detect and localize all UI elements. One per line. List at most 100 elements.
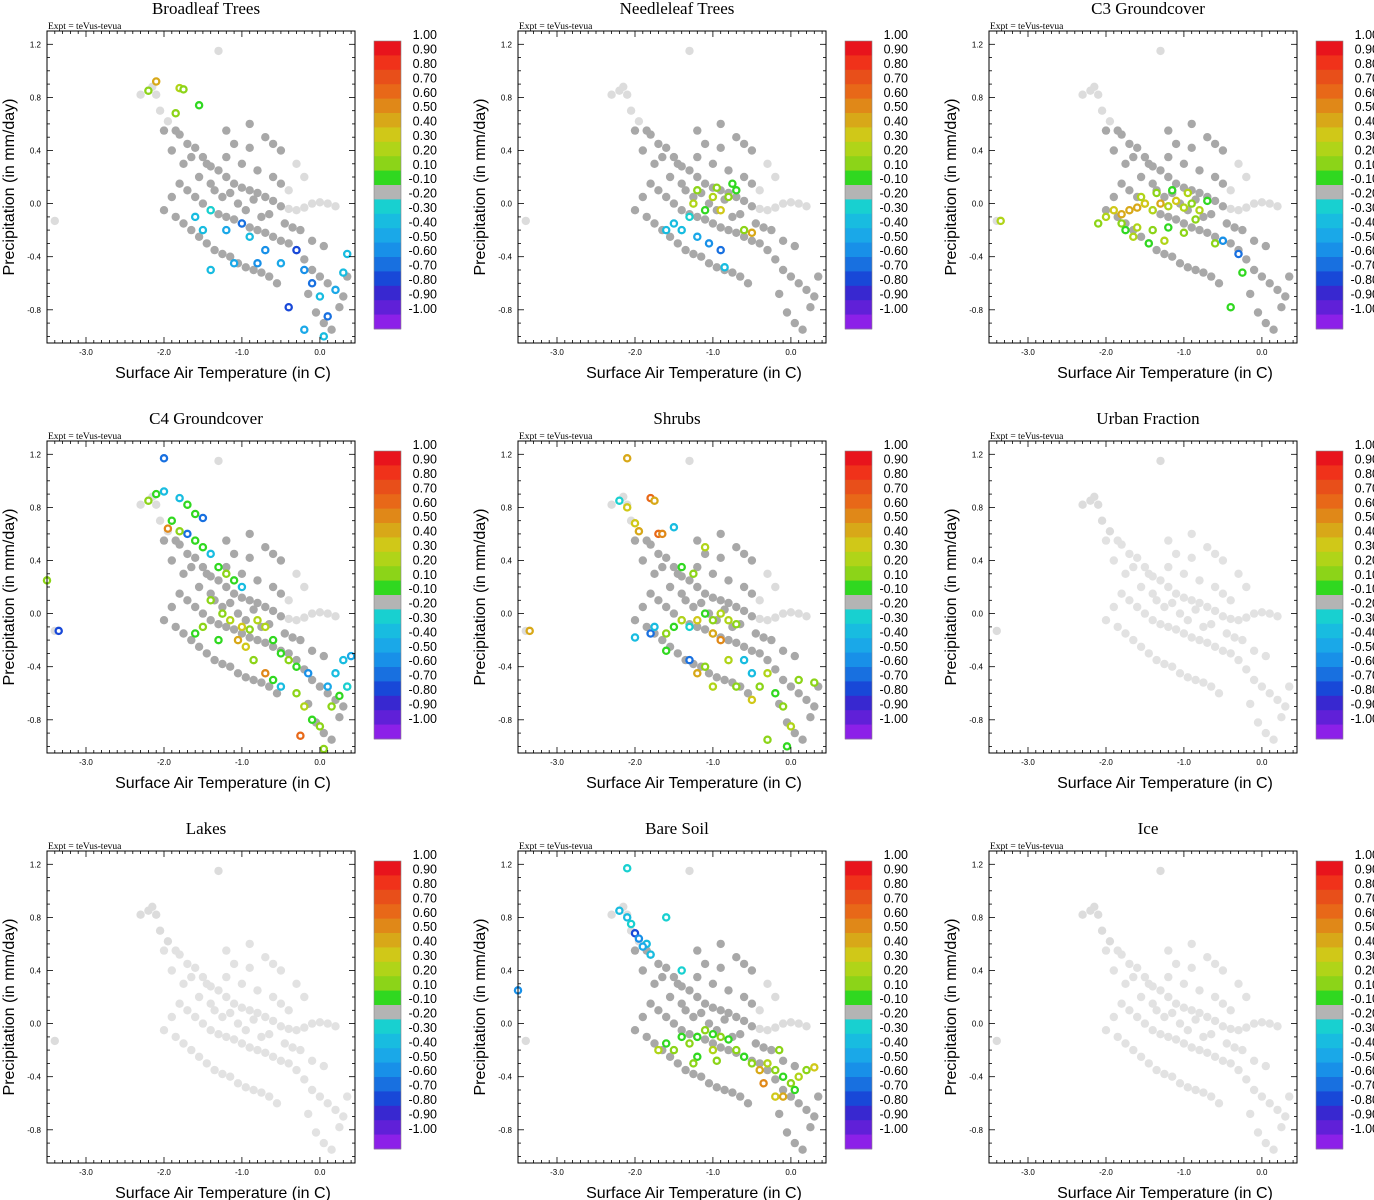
colorbar-label: -0.20 — [1351, 1007, 1374, 1021]
background-point — [662, 192, 671, 202]
background-point — [755, 186, 764, 195]
y-tick-label: 0.8 — [30, 913, 42, 922]
background-point — [191, 1012, 200, 1022]
y-tick-label: 1.2 — [501, 450, 513, 459]
colorbar-label: 0.70 — [1355, 71, 1374, 85]
data-point — [778, 1072, 788, 1081]
background-point — [245, 939, 254, 949]
background-point — [1207, 272, 1216, 281]
colorbar-segment — [845, 228, 872, 243]
colorbar-segment — [845, 551, 872, 567]
background-point — [771, 172, 780, 182]
colorbar-segment — [845, 595, 872, 610]
background-point — [191, 192, 200, 202]
colorbar-label: -0.10 — [1351, 992, 1374, 1006]
data-point — [771, 1065, 780, 1075]
data-point — [650, 496, 659, 505]
background-point — [1179, 569, 1189, 578]
background-point — [747, 1022, 757, 1031]
axis-ticks — [988, 850, 1297, 1163]
background-point — [1109, 556, 1119, 565]
background-point — [755, 1024, 764, 1034]
background-point — [1171, 139, 1181, 149]
background-points — [521, 456, 823, 744]
colorbar-label: 1.00 — [413, 848, 437, 862]
data-point — [747, 695, 757, 705]
data-point — [292, 245, 301, 255]
data-point — [622, 913, 632, 922]
colorbar-segment — [1316, 1091, 1343, 1107]
background-point — [607, 90, 616, 99]
background-point — [778, 199, 788, 208]
background-point — [191, 143, 200, 152]
x-tick-label: -1.0 — [1177, 1168, 1191, 1177]
background-point — [245, 186, 254, 195]
background-point — [311, 308, 321, 317]
data-point — [626, 919, 636, 929]
colorbar-label: -0.80 — [880, 1093, 909, 1107]
data-point — [786, 1079, 796, 1088]
y-tick-label: 0.4 — [501, 967, 513, 976]
background-point — [1140, 972, 1150, 982]
background-point — [268, 196, 278, 206]
background-point — [237, 569, 247, 578]
data-point — [276, 259, 286, 268]
background-point — [1203, 638, 1212, 647]
background-point — [1226, 614, 1235, 624]
colorbar-label: -0.50 — [409, 640, 438, 654]
colorbar-label: 0.90 — [884, 43, 908, 57]
background-point — [1171, 999, 1181, 1008]
background-point — [319, 318, 328, 328]
data-point — [183, 529, 192, 539]
data-point — [206, 596, 215, 605]
colorbar-segment — [845, 724, 872, 740]
colorbar-label: -0.60 — [409, 1064, 438, 1078]
background-point — [1156, 456, 1165, 466]
colorbar-segment — [1316, 904, 1343, 919]
data-point — [774, 1045, 784, 1055]
colorbar-segment — [845, 113, 872, 128]
colorbar-segment — [374, 990, 401, 1006]
colorbar-segment — [374, 228, 401, 243]
data-point — [214, 635, 223, 645]
background-point — [1249, 199, 1259, 208]
background-point — [739, 172, 749, 182]
colorbar-label: -0.10 — [1351, 172, 1374, 186]
background-point — [1179, 593, 1189, 602]
background-point — [1269, 1145, 1278, 1154]
background-point — [300, 582, 309, 592]
colorbar-segment — [374, 875, 401, 891]
y-tick-label: 0.0 — [972, 610, 984, 619]
y-tick-label: -0.4 — [27, 253, 41, 262]
background-point — [237, 183, 247, 192]
colorbar-segment — [374, 918, 401, 934]
background-point — [183, 186, 192, 195]
colorbar-segment — [374, 98, 401, 114]
background-point — [241, 1083, 250, 1092]
background-point — [198, 972, 208, 982]
background-point — [323, 609, 332, 618]
background-point — [1090, 82, 1099, 92]
y-tick-label: -0.8 — [498, 306, 512, 315]
background-point — [233, 1079, 243, 1088]
background-point — [1265, 1099, 1274, 1108]
data-point — [327, 702, 336, 711]
data-point — [1121, 225, 1130, 235]
data-point — [237, 219, 247, 228]
background-point — [187, 972, 196, 982]
background-point — [214, 1030, 223, 1039]
background-point — [806, 303, 815, 312]
y-tick-label: -0.8 — [969, 716, 983, 725]
experiment-label: Expt = teVus-tevua — [519, 842, 593, 852]
y-tick-label: -0.4 — [498, 663, 512, 672]
background-point — [136, 910, 145, 919]
y-axis-label: Precipitation (in mm/day) — [1, 99, 18, 276]
colorbar-segment — [845, 990, 872, 1006]
data-point — [1125, 205, 1134, 215]
background-point — [339, 702, 348, 711]
data-point — [261, 622, 270, 632]
data-point — [183, 500, 192, 509]
background-point — [1171, 179, 1181, 188]
colorbar-label: -0.30 — [409, 201, 438, 215]
data-point — [1203, 196, 1212, 206]
